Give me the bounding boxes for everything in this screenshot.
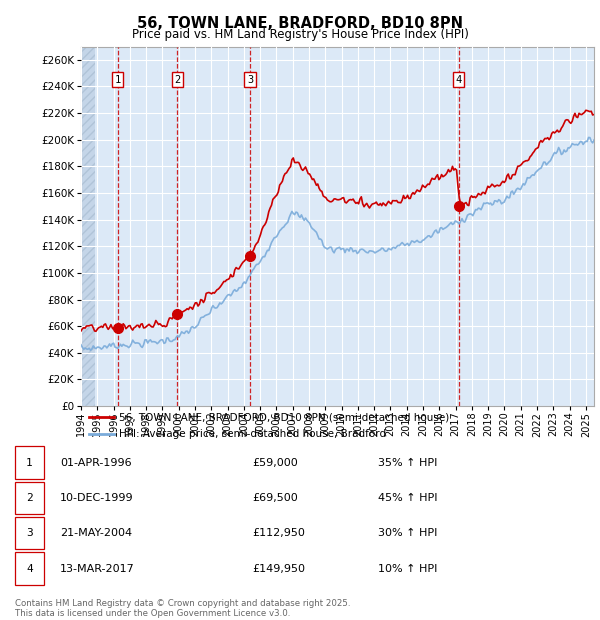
Text: 1: 1 xyxy=(115,75,121,85)
Text: 3: 3 xyxy=(26,528,33,538)
Text: 4: 4 xyxy=(26,564,33,574)
Text: 01-APR-1996: 01-APR-1996 xyxy=(60,458,131,467)
Text: £69,500: £69,500 xyxy=(252,493,298,503)
Text: £112,950: £112,950 xyxy=(252,528,305,538)
Text: Price paid vs. HM Land Registry's House Price Index (HPI): Price paid vs. HM Land Registry's House … xyxy=(131,28,469,41)
Text: 45% ↑ HPI: 45% ↑ HPI xyxy=(378,493,437,503)
Text: 35% ↑ HPI: 35% ↑ HPI xyxy=(378,458,437,467)
Text: 56, TOWN LANE, BRADFORD, BD10 8PN: 56, TOWN LANE, BRADFORD, BD10 8PN xyxy=(137,16,463,30)
Text: £149,950: £149,950 xyxy=(252,564,305,574)
Bar xyxy=(81,46,95,406)
Text: 2: 2 xyxy=(174,75,181,85)
Text: Contains HM Land Registry data © Crown copyright and database right 2025.
This d: Contains HM Land Registry data © Crown c… xyxy=(15,599,350,618)
Text: 10% ↑ HPI: 10% ↑ HPI xyxy=(378,564,437,574)
Text: 2: 2 xyxy=(26,493,33,503)
Text: HPI: Average price, semi-detached house, Bradford: HPI: Average price, semi-detached house,… xyxy=(119,429,386,440)
Text: 10-DEC-1999: 10-DEC-1999 xyxy=(60,493,134,503)
Text: 4: 4 xyxy=(455,75,462,85)
Text: 56, TOWN LANE, BRADFORD, BD10 8PN (semi-detached house): 56, TOWN LANE, BRADFORD, BD10 8PN (semi-… xyxy=(119,412,450,422)
Text: 1: 1 xyxy=(26,458,33,467)
Text: £59,000: £59,000 xyxy=(252,458,298,467)
Text: 30% ↑ HPI: 30% ↑ HPI xyxy=(378,528,437,538)
Text: 3: 3 xyxy=(247,75,253,85)
Text: 21-MAY-2004: 21-MAY-2004 xyxy=(60,528,132,538)
Text: 13-MAR-2017: 13-MAR-2017 xyxy=(60,564,135,574)
